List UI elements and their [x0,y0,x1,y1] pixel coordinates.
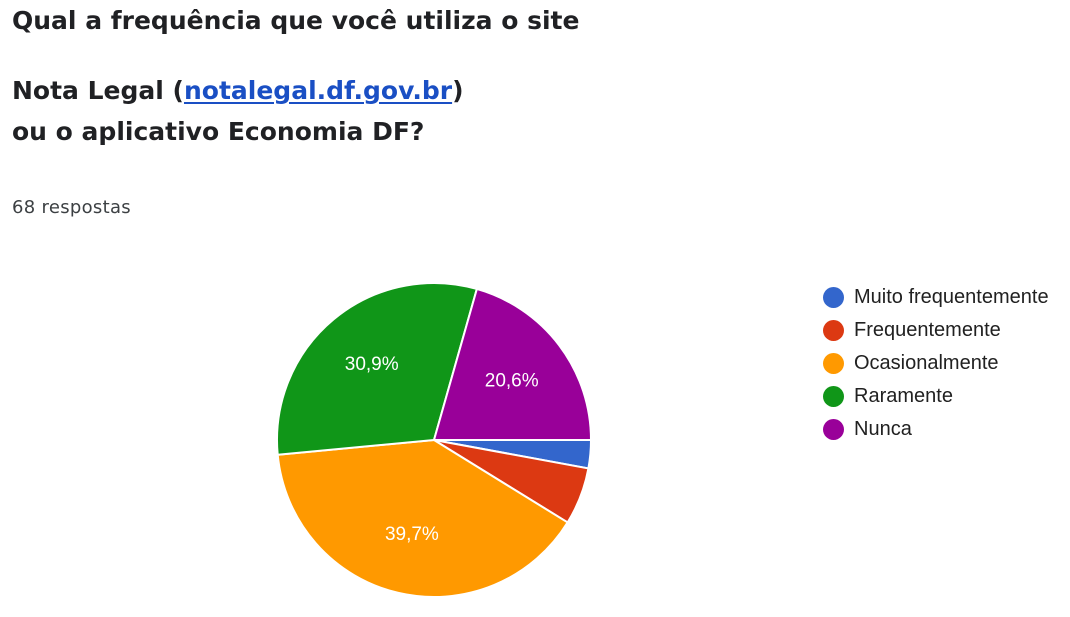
legend-label-raramente: Raramente [854,385,953,407]
legend-item-ocasionalmente[interactable]: Ocasionalmente [823,347,1049,380]
legend-swatch-muito-frequentemente [823,287,844,308]
legend-item-raramente[interactable]: Raramente [823,380,1049,413]
pie-label-nunca: 20,6% [485,370,539,391]
pie-label-raramente: 30,9% [345,354,399,375]
legend-swatch-ocasionalmente [823,353,844,374]
legend-label-nunca: Nunca [854,418,912,440]
question-line-3: ou o aplicativo Economia DF? [12,117,425,146]
legend-item-nunca[interactable]: Nunca [823,413,1049,446]
legend-label-muito-frequentemente: Muito frequentemente [854,286,1049,308]
notalegal-link[interactable]: notalegal.df.gov.br [183,76,453,105]
pie-slice-ocasionalmente[interactable] [276,438,569,598]
question-line-1: Qual a frequência que você utiliza o sit… [12,6,580,35]
legend-swatch-frequentemente [823,320,844,341]
pie-slice-nunca[interactable] [432,287,593,441]
question-line-2: Nota Legal (notalegal.df.gov.br) [12,73,464,109]
legend-swatch-raramente [823,386,844,407]
legend-swatch-nunca [823,419,844,440]
legend-item-frequentemente[interactable]: Frequentemente [823,314,1049,347]
question-line-2-suffix: ) [452,76,464,105]
legend-item-muito-frequentemente[interactable]: Muito frequentemente [823,281,1049,314]
pie-slice-raramente[interactable] [276,282,479,456]
chart-legend: Muito frequentemente Frequentemente Ocasio… [823,281,1049,446]
legend-label-ocasionalmente: Ocasionalmente [854,352,999,374]
response-count: 68 respostas [12,197,131,218]
legend-label-frequentemente: Frequentemente [854,319,1001,341]
question-line-2-prefix: Nota Legal ( [12,76,184,105]
pie-label-ocasionalmente: 39,7% [385,524,439,545]
